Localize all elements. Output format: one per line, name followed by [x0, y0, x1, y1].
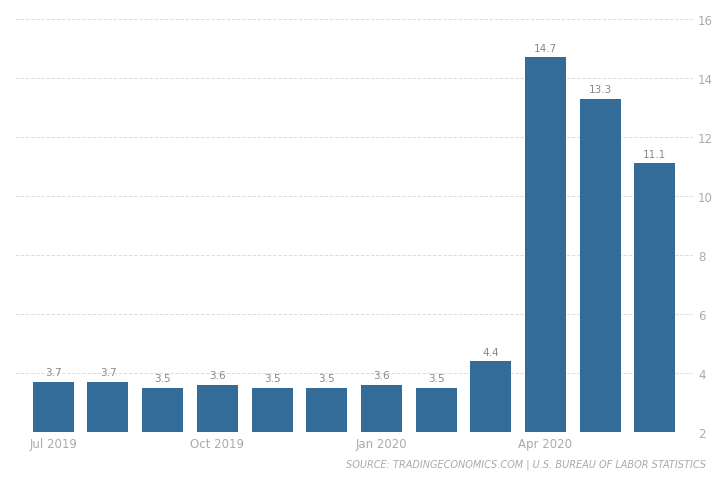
- Bar: [525, 58, 566, 484]
- Text: 3.7: 3.7: [100, 367, 116, 378]
- Text: 14.7: 14.7: [534, 44, 557, 54]
- Text: 3.5: 3.5: [318, 373, 335, 383]
- Bar: [252, 388, 293, 484]
- Text: 11.1: 11.1: [644, 150, 666, 160]
- Bar: [142, 388, 183, 484]
- Bar: [87, 382, 128, 484]
- Bar: [634, 164, 676, 484]
- Text: 3.5: 3.5: [264, 373, 280, 383]
- Text: 3.6: 3.6: [209, 370, 226, 380]
- Bar: [579, 99, 621, 484]
- Text: 3.7: 3.7: [45, 367, 62, 378]
- Text: SOURCE: TRADINGECONOMICS.COM | U.S. BUREAU OF LABOR STATISTICS: SOURCE: TRADINGECONOMICS.COM | U.S. BURE…: [346, 459, 706, 469]
- Text: 3.6: 3.6: [373, 370, 389, 380]
- Bar: [33, 382, 74, 484]
- Text: 3.5: 3.5: [154, 373, 171, 383]
- Bar: [470, 361, 511, 484]
- Bar: [361, 385, 402, 484]
- Bar: [416, 388, 456, 484]
- Bar: [197, 385, 238, 484]
- Bar: [306, 388, 347, 484]
- Text: 13.3: 13.3: [588, 85, 612, 95]
- Text: 4.4: 4.4: [483, 347, 499, 357]
- Text: 3.5: 3.5: [428, 373, 444, 383]
